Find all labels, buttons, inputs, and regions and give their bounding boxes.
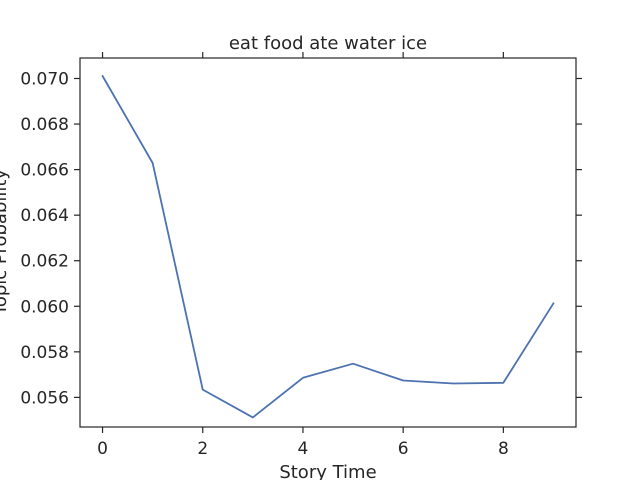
y-tick-label: 0.056 <box>20 388 69 408</box>
y-tick-label: 0.064 <box>20 206 69 226</box>
series-line <box>101 75 555 419</box>
y-tick-label: 0.060 <box>20 297 69 317</box>
y-tick-label: 0.068 <box>20 115 69 135</box>
tick-labels-group: 0 2 4 6 8 0.056 0.058 0.060 0.062 0.064 0.066 0.068… <box>20 70 508 460</box>
ticks-group <box>74 52 582 433</box>
chart-title: eat food ate water ice <box>229 33 427 54</box>
x-tick-label: 4 <box>298 439 309 459</box>
y-axis-label: Topic Probability <box>0 169 11 316</box>
plot-frame <box>79 57 577 428</box>
x-axis-label: Story Time <box>279 462 376 480</box>
y-tick-label: 0.070 <box>20 70 69 90</box>
y-tick-label: 0.058 <box>20 343 69 363</box>
x-tick-label: 0 <box>97 439 108 459</box>
x-tick-label: 2 <box>197 439 208 459</box>
y-tick-label: 0.062 <box>20 252 69 272</box>
x-tick-label: 8 <box>498 439 509 459</box>
x-tick-label: 6 <box>398 439 409 459</box>
plot-background <box>80 58 576 427</box>
y-tick-label: 0.066 <box>20 161 69 181</box>
